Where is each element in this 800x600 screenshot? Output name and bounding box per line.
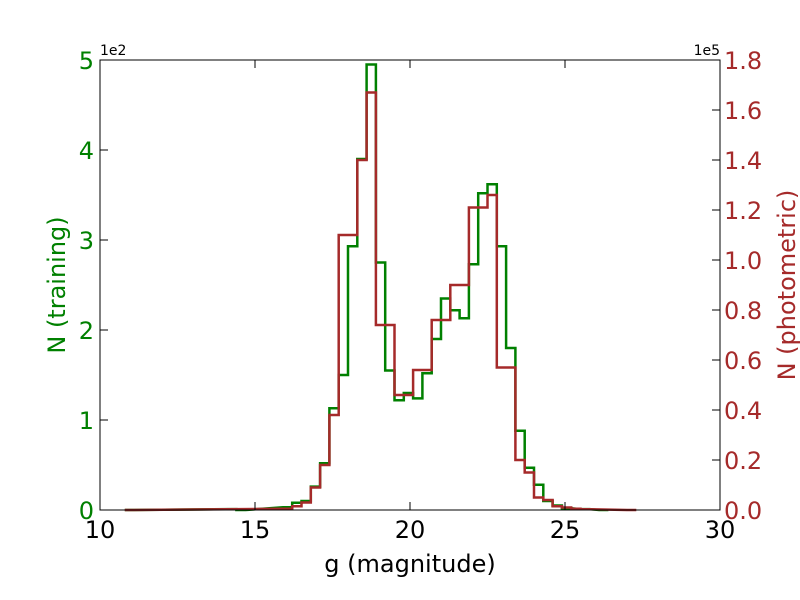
- right-exponent-label: 1e5: [694, 43, 720, 59]
- left-y-axis: 0 1 2 3 4 5: [79, 47, 108, 525]
- left-y-tick-label: 0: [79, 497, 94, 525]
- photometric-histogram-series: [124, 91, 637, 512]
- right-axis-label: N (photometric): [773, 190, 800, 381]
- x-tick-label: 20: [395, 516, 426, 544]
- left-y-tick-label: 4: [79, 137, 94, 165]
- right-y-tick-label: 0.6: [724, 347, 762, 375]
- right-y-tick-label: 0.2: [724, 447, 762, 475]
- right-y-tick-label: 1.4: [724, 147, 762, 175]
- left-axis-label: N (training): [43, 216, 71, 353]
- right-y-tick-label: 1.2: [724, 197, 762, 225]
- x-axis: 10 15 20 25 30: [85, 60, 736, 544]
- x-axis-label: g (magnitude): [324, 550, 495, 578]
- left-y-tick-label: 3: [79, 227, 94, 255]
- left-y-tick-label: 5: [79, 47, 94, 75]
- left-y-tick-label: 2: [79, 317, 94, 345]
- right-y-axis: 0.0 0.2 0.4 0.6 0.8 1.0 1.2 1.4 1.6 1.8: [712, 47, 762, 525]
- right-y-tick-label: 0.4: [724, 397, 762, 425]
- plot-area: [100, 60, 720, 510]
- x-tick-label: 25: [550, 516, 581, 544]
- x-tick-label: 30: [705, 516, 736, 544]
- right-y-tick-label: 1.6: [724, 97, 762, 125]
- right-y-tick-label: 0.0: [724, 497, 762, 525]
- left-y-tick-label: 1: [79, 407, 94, 435]
- series-layer: [124, 63, 637, 512]
- right-y-tick-label: 1.8: [724, 47, 762, 75]
- right-y-tick-label: 0.8: [724, 297, 762, 325]
- left-exponent-label: 1e2: [100, 43, 126, 59]
- x-tick-label: 10: [85, 516, 116, 544]
- x-tick-label: 15: [240, 516, 271, 544]
- right-y-tick-label: 1.0: [724, 247, 762, 275]
